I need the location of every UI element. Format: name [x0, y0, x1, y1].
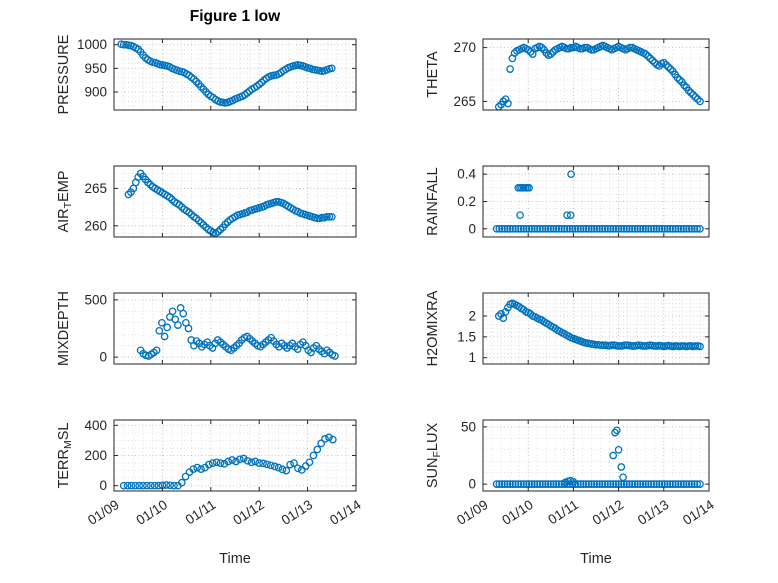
- svg-text:950: 950: [84, 61, 107, 76]
- x-axis-label-left: Time: [219, 551, 251, 567]
- minor-grid: [114, 165, 356, 237]
- svg-text:01/10: 01/10: [134, 497, 171, 528]
- subplot-mixdepth: 0 500 MIXDEPTH: [56, 291, 357, 366]
- series-rainfall-points: [492, 170, 704, 233]
- y-tick-labels: 260 265: [84, 181, 107, 233]
- svg-text:0.4: 0.4: [457, 167, 476, 182]
- y-tick-labels: 265 270: [453, 40, 476, 109]
- series-terr_msl-points: [119, 433, 337, 490]
- major-grid: [113, 166, 357, 237]
- series-h2omixra-points: [494, 299, 704, 351]
- major-grid: [113, 420, 357, 491]
- svg-text:900: 900: [84, 85, 107, 100]
- y-axis-label-h2omixra: H2OMIXRA: [425, 290, 441, 366]
- svg-text:50: 50: [461, 419, 476, 434]
- minor-grid: [114, 420, 356, 491]
- svg-text:2: 2: [468, 308, 476, 323]
- svg-text:260: 260: [84, 218, 107, 233]
- svg-text:0.2: 0.2: [457, 194, 476, 209]
- series-theta-points: [494, 41, 704, 111]
- axes-box: [113, 419, 357, 492]
- svg-text:01/11: 01/11: [183, 497, 219, 527]
- svg-text:01/13: 01/13: [635, 497, 672, 528]
- y-tick-labels: 11.52: [457, 308, 476, 365]
- subplot-theta: 265 270 THETA: [425, 38, 710, 111]
- svg-text:270: 270: [453, 40, 476, 55]
- figure-title: Figure 1 low: [189, 8, 281, 25]
- svg-text:01/12: 01/12: [590, 497, 627, 528]
- svg-text:0: 0: [99, 478, 107, 493]
- axes-box: [482, 38, 710, 111]
- series-sun_flux-points: [492, 426, 704, 488]
- svg-text:01/13: 01/13: [279, 497, 316, 528]
- axes-box: [482, 165, 710, 238]
- svg-text:0: 0: [99, 350, 107, 365]
- x-tick-labels: 01/09 01/10 01/11 01/12 01/13 01/14: [454, 497, 717, 528]
- svg-text:01/14: 01/14: [680, 497, 717, 528]
- axes-box: [482, 419, 710, 492]
- minor-grid: [483, 293, 709, 364]
- y-tick-labels: 0 200 400: [84, 418, 107, 493]
- axes-box: [482, 292, 710, 365]
- svg-text:01/10: 01/10: [499, 497, 536, 528]
- y-tick-labels: 0 50: [461, 419, 476, 491]
- series-pressure-points: [117, 40, 336, 107]
- y-axis-label-mixdepth: MIXDEPTH: [56, 291, 72, 366]
- y-axis-label-pressure: PRESSURE: [56, 34, 72, 114]
- svg-text:01/12: 01/12: [230, 497, 267, 528]
- svg-text:01/09: 01/09: [85, 497, 122, 528]
- series-mixdepth-points: [136, 304, 339, 360]
- svg-text:200: 200: [84, 448, 107, 463]
- svg-text:265: 265: [84, 181, 107, 196]
- svg-text:01/14: 01/14: [327, 497, 364, 528]
- y-axis-label-terr_msl: TERRMSL: [56, 423, 74, 489]
- svg-text:01/11: 01/11: [545, 497, 581, 527]
- axes-box: [113, 292, 357, 365]
- svg-text:400: 400: [84, 418, 107, 433]
- y-axis-label-rainfall: RAINFALL: [425, 167, 441, 236]
- subplot-airtemp: 260 265 AIRTEMP: [56, 165, 357, 238]
- y-axis-label-airtemp: AIRTEMP: [56, 170, 74, 232]
- subplot-rainfall: 0 0.2 0.4 RAINFALL: [425, 165, 710, 238]
- svg-text:1.5: 1.5: [457, 329, 476, 344]
- y-tick-labels: 0 500: [84, 292, 107, 364]
- y-tick-labels: 0 0.2 0.4: [457, 167, 476, 237]
- subplot-sun_flux: 0 50 01/09 01/10 01/11 01/12 01/13 01/14 SUNFLUX: [425, 419, 717, 528]
- svg-text:01/09: 01/09: [454, 497, 491, 528]
- svg-text:265: 265: [453, 94, 476, 109]
- svg-text:500: 500: [84, 292, 107, 307]
- axes-box: [113, 38, 357, 111]
- y-axis-label-sun_flux: SUNFLUX: [425, 423, 443, 489]
- subplot-terr_msl: 0 200 400 01/09 01/10 01/11 01/12 01/13 01/14 TER…: [56, 418, 364, 528]
- svg-text:0: 0: [468, 477, 476, 492]
- y-axis-label-theta: THETA: [425, 51, 441, 98]
- series-airtemp-points: [124, 169, 336, 238]
- svg-text:1000: 1000: [77, 37, 107, 52]
- svg-text:1: 1: [468, 350, 476, 365]
- svg-text:0: 0: [468, 221, 476, 236]
- subplot-pressure: 900 950 1000 PRESSURE: [56, 34, 357, 114]
- y-tick-labels: 900 950 1000: [77, 37, 107, 99]
- x-tick-labels: 01/09 01/10 01/11 01/12 01/13 01/14: [85, 497, 364, 528]
- minor-grid: [483, 39, 709, 110]
- axes-box: [113, 165, 357, 238]
- x-axis-label-right: Time: [580, 551, 612, 567]
